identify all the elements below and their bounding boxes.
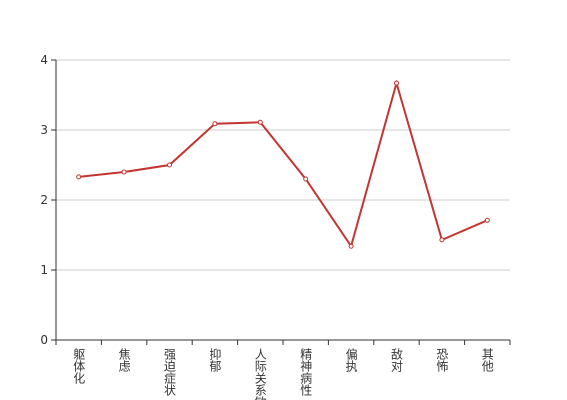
point bbox=[167, 162, 172, 168]
x-tick-label: 敌对 bbox=[390, 347, 404, 372]
y-tick-label: 3 bbox=[40, 123, 48, 137]
x-tick-label: 偏执 bbox=[344, 347, 358, 373]
x-tick-label: 精神病性 bbox=[299, 348, 313, 397]
x-tick-label: 其他 bbox=[480, 348, 494, 372]
x-tick-label: 躯体化 bbox=[72, 347, 86, 385]
y-tick-label: 1 bbox=[40, 263, 48, 277]
x-tick-label: 恐怖 bbox=[435, 348, 449, 372]
point bbox=[121, 169, 127, 175]
y-tick-label: 2 bbox=[40, 193, 48, 207]
line bbox=[78, 79, 488, 249]
x-tick-label: 抑郁 bbox=[208, 347, 222, 373]
x-tick-label: 强迫症状 bbox=[163, 348, 177, 396]
point bbox=[439, 237, 445, 243]
y-tick-label: 0 bbox=[40, 333, 48, 347]
point bbox=[394, 80, 399, 86]
point bbox=[484, 217, 490, 223]
x-tick-label: 人际关系敏感 bbox=[253, 348, 267, 400]
point bbox=[76, 174, 82, 180]
point bbox=[212, 121, 218, 127]
point bbox=[348, 243, 354, 249]
x-tick-label: 焦虑 bbox=[117, 348, 131, 372]
point bbox=[303, 176, 309, 182]
point bbox=[257, 119, 263, 125]
y-tick-label: 4 bbox=[40, 53, 48, 67]
